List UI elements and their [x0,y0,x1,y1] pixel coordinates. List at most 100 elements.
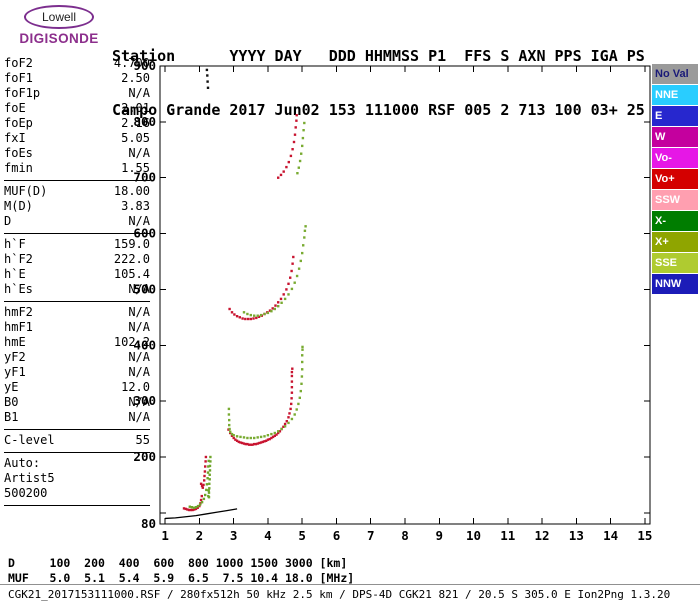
echo-dot [188,505,191,508]
param-label: hmF1 [4,320,33,334]
echo-dot [199,482,203,485]
y-axis-label: 900 [133,60,156,73]
echo-dot [301,144,304,148]
echo-dot [198,504,201,508]
echo-dot [228,427,231,431]
echo-dot [227,413,231,416]
echo-dot [235,439,239,442]
param-value: 2.01 [121,101,150,115]
param-row-yf2: yF2 N/A [4,350,150,365]
echo-dot [273,307,276,311]
echo-dot [203,479,206,482]
echo-dot [186,508,189,511]
echo-dot [206,86,210,89]
param-label: M(D) [4,199,33,213]
echo-dot [294,126,297,129]
echo-dot [208,464,212,468]
param-label: h`F [4,237,26,251]
echo-dot [263,435,266,438]
echo-dot [207,465,210,468]
param-group-divider [4,429,150,430]
echo-dot [207,459,210,463]
param-value: 3.83 [121,199,150,213]
y-axis-label: 800 [133,114,156,129]
echo-dot [297,166,300,169]
echo-dot [293,133,297,136]
echo-dot [257,315,261,318]
param-label: foF1 [4,71,33,85]
param-value: 2.16 [121,116,150,130]
echo-dot [259,435,263,439]
echo-dot [230,432,234,436]
param-label: foEp [4,116,33,130]
trace-third-hop-green [296,121,306,175]
echo-dot [295,408,298,411]
echo-dot [244,317,247,321]
echo-dot [202,497,206,501]
echo-dot [304,225,307,228]
param-value: 102.2 [113,335,150,349]
echo-dot [194,506,198,509]
x-axis-label: 1 [161,528,169,543]
station-header: Station YYYY DAY DDD HHMMSS P1 FFS S AXN… [112,11,645,137]
param-row-fxi: fxI 5.05 [4,131,150,146]
param-row-b0: B0 N/A [4,395,150,410]
echo-dot [266,434,270,437]
echo-dot [300,382,303,385]
echo-dot [268,309,272,312]
x-axis-label: 3 [230,528,238,543]
param-value: 1.55 [121,161,150,175]
echo-dot [300,375,304,378]
logo-digisonde-text: DIGISONDE [19,31,99,46]
param-value: N/A [128,214,150,228]
echo-dot [290,370,294,374]
echo-dot [182,507,186,510]
muf-scale-row: MUF 5.0 5.1 5.4 5.9 6.5 7.5 10.4 18.0 [M… [8,571,355,585]
echo-dot [282,425,285,428]
echo-dot [190,506,194,509]
echo-dot [208,478,211,481]
param-row-hmf2: hmF2 N/A [4,305,150,320]
echo-dot [277,301,280,304]
echo-dot [253,314,256,317]
echo-dot [302,244,305,247]
param-label: foF1p [4,86,41,100]
echo-dot [283,422,287,426]
x-axis-label: 14 [603,528,618,543]
echo-dot [292,140,296,144]
echo-dot [205,68,209,72]
echo-dot [303,236,306,239]
echo-dot [206,471,210,474]
param-row-hme: hmE 102.2 [4,335,150,350]
autoscaling-info-row: Artist5 [4,471,55,485]
echo-dot [299,389,302,393]
param-row-he: h`E 105.4 [4,267,150,282]
echo-dot [254,442,258,446]
y-axis-label: 200 [133,449,156,464]
echo-dot [200,494,203,498]
param-row-fof2: foF2 4.700 [4,56,150,71]
param-label: B0 [4,395,19,409]
y-axis-label: 500 [133,281,156,296]
param-row-yf1: yF1 N/A [4,365,150,380]
trace-f1-cusp-green [207,455,212,499]
legend-item-e: E [652,106,698,126]
param-value: N/A [128,365,150,379]
echo-dot [282,170,285,173]
echo-dot [290,374,294,378]
status-bar: CGK21_2017153111000.RSF / 280fx512h 50 k… [0,584,700,601]
echo-dot [228,418,231,422]
echo-dot [206,477,209,480]
echo-dot [302,129,305,132]
echo-dot [258,441,261,445]
param-value: 105.4 [113,267,150,281]
param-value: 159.0 [113,237,150,251]
echo-dot [242,442,246,445]
echo-dot [208,482,211,485]
legend-item-nne: NNE [652,85,698,105]
echo-dot [189,508,192,512]
echo-dot [241,317,244,320]
echo-dot [278,430,282,433]
echo-dot [253,442,256,446]
echo-dot [299,259,302,263]
